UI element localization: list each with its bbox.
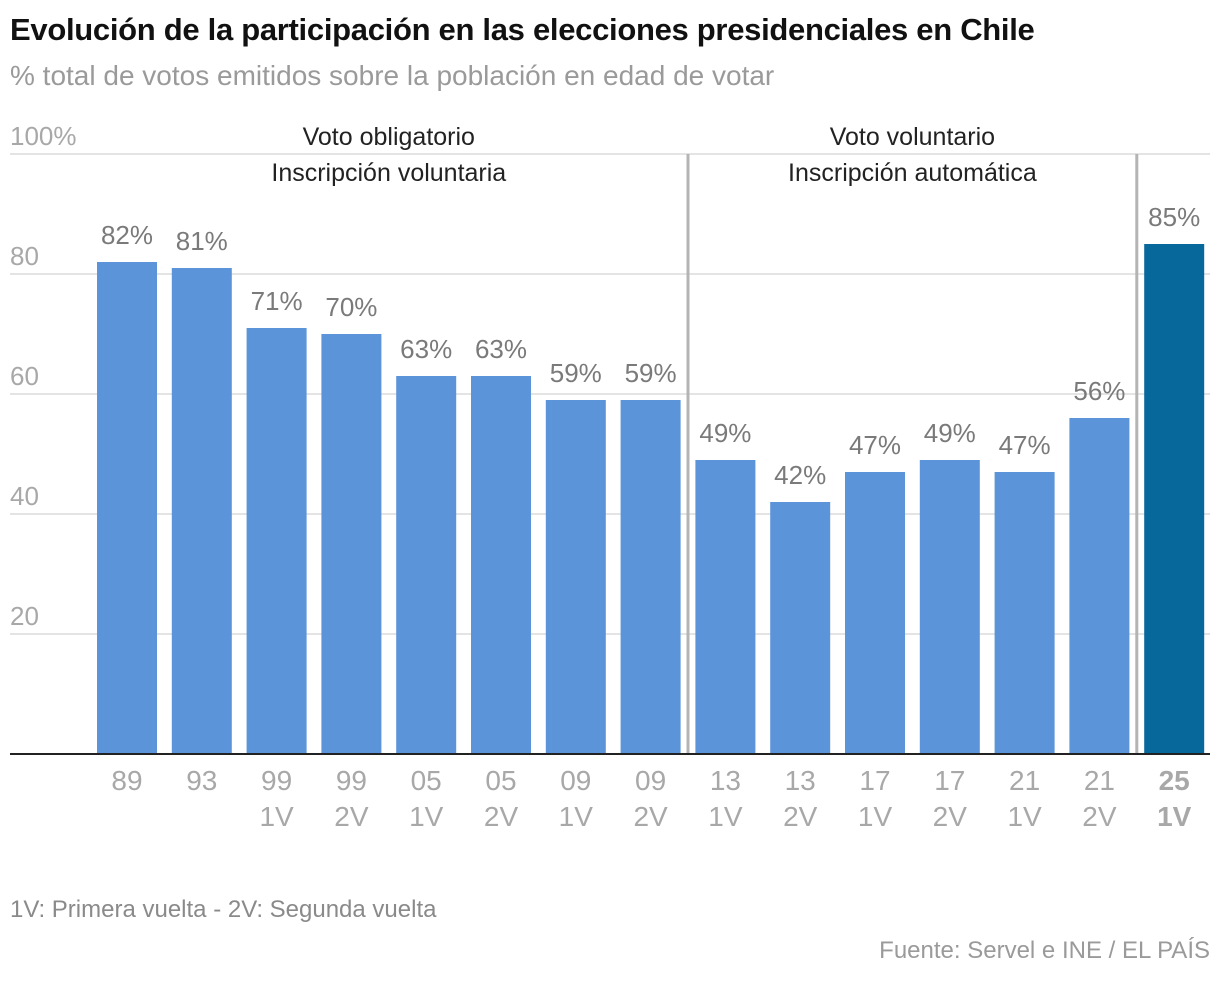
- x-tick-label-year: 09: [635, 765, 666, 796]
- bar: [396, 376, 457, 754]
- bar: [97, 262, 157, 754]
- bar: [471, 376, 531, 754]
- x-tick-label-year: 05: [411, 765, 442, 796]
- x-tick-label-round: 2V: [633, 801, 668, 832]
- source-credit: Fuente: Servel e INE / EL PAÍS: [879, 937, 1210, 964]
- x-tick-label-round: 1V: [1007, 801, 1042, 832]
- bar: [545, 400, 606, 754]
- bar: [321, 334, 382, 754]
- bar-value-label: 42%: [774, 460, 826, 490]
- x-tick-label-year: 21: [1009, 765, 1040, 796]
- y-tick-label: 80: [10, 241, 39, 271]
- x-tick-label-year: 13: [710, 765, 741, 796]
- x-tick-label-year: 93: [186, 765, 217, 796]
- bar-value-label: 47%: [849, 430, 901, 460]
- bar: [919, 460, 980, 754]
- x-tick-label-round: 2V: [933, 801, 968, 832]
- x-tick-label-year: 89: [111, 765, 142, 796]
- bar: [994, 472, 1055, 754]
- x-tick-label-year: 13: [785, 765, 816, 796]
- bar: [695, 460, 756, 754]
- region-label: Voto voluntario: [830, 123, 995, 151]
- footnote: 1V: Primera vuelta - 2V: Segunda vuelta: [10, 896, 437, 923]
- x-tick-label-round: 1V: [559, 801, 594, 832]
- bar: [246, 328, 307, 754]
- x-tick-label-round: 2V: [783, 801, 818, 832]
- x-tick-label-round: 2V: [334, 801, 369, 832]
- x-tick-label-round: 1V: [259, 801, 294, 832]
- x-tick-label-year: 17: [859, 765, 890, 796]
- x-tick-label-year: 09: [560, 765, 591, 796]
- bar-value-label: 49%: [699, 418, 751, 448]
- bar-value-label: 47%: [999, 430, 1051, 460]
- chart-subtitle: % total de votos emitidos sobre la pobla…: [10, 60, 775, 91]
- bar-value-label: 49%: [924, 418, 976, 448]
- bar-value-label: 63%: [475, 334, 527, 364]
- region-label: Inscripción voluntaria: [271, 159, 506, 187]
- y-tick-label: 60: [10, 361, 39, 391]
- bar-value-label: 59%: [550, 358, 602, 388]
- bar-chart: 100% 80 60 40 20 Voto obligatorio Inscripción …: [10, 121, 1210, 832]
- region-label: Voto obligatorio: [303, 123, 475, 151]
- x-tick-label-round: 1V: [1157, 801, 1192, 832]
- bar: [770, 502, 831, 754]
- y-tick-label: 100%: [10, 121, 77, 151]
- x-tick-label-round: 1V: [858, 801, 893, 832]
- y-tick-label: 20: [10, 601, 39, 631]
- bar-value-label: 82%: [101, 220, 153, 250]
- bar: [845, 472, 905, 754]
- bar-value-label: 70%: [325, 292, 377, 322]
- bar-value-label: 81%: [176, 226, 228, 256]
- bar-value-label: 56%: [1073, 376, 1125, 406]
- bar-value-label: 59%: [625, 358, 677, 388]
- x-tick-label-year: 25: [1159, 765, 1190, 796]
- x-tick-label-year: 17: [934, 765, 965, 796]
- x-tick-label-round: 1V: [409, 801, 444, 832]
- x-tick-label-year: 21: [1084, 765, 1115, 796]
- y-tick-label: 40: [10, 481, 39, 511]
- bar: [1144, 244, 1205, 754]
- bar-value-label: 63%: [400, 334, 452, 364]
- chart-title: Evolución de la participación en las ele…: [10, 12, 1035, 47]
- bar: [620, 400, 681, 754]
- region-label: Inscripción automática: [788, 159, 1037, 187]
- x-tick-label-round: 2V: [484, 801, 519, 832]
- x-tick-label-year: 99: [336, 765, 367, 796]
- bar: [171, 268, 232, 754]
- x-tick-label-year: 99: [261, 765, 292, 796]
- x-tick-label-round: 1V: [708, 801, 743, 832]
- bar: [1069, 418, 1130, 754]
- x-tick-label-year: 05: [485, 765, 516, 796]
- bar-value-label: 71%: [251, 286, 303, 316]
- bar-value-label: 85%: [1148, 202, 1200, 232]
- x-tick-label-round: 2V: [1082, 801, 1117, 832]
